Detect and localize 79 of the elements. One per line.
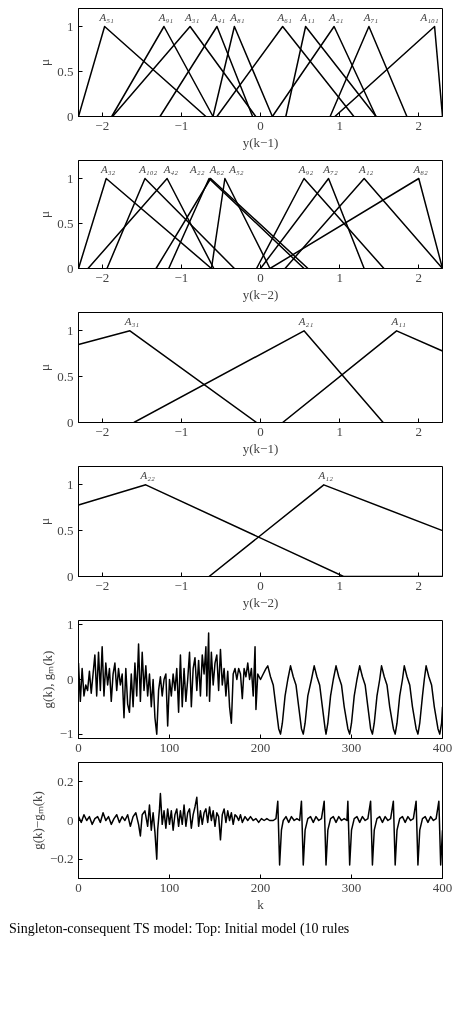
y-axis-title: g(k)−gₘ(k): [29, 791, 45, 850]
x-tick-label: 1: [336, 577, 343, 593]
series-label: A₈₂: [412, 162, 429, 175]
series-label: A₉₁: [157, 10, 174, 23]
y-tick-label: 1: [67, 170, 74, 186]
x-tick-label: 2: [415, 117, 423, 133]
x-tick-label: 2: [415, 577, 423, 593]
y-tick-label: 0.5: [57, 63, 74, 79]
x-tick-label: 300: [341, 879, 362, 895]
series-label: A₂₂: [189, 162, 205, 175]
x-tick-label: 1: [336, 423, 343, 439]
x-tick-label: 0: [257, 117, 264, 133]
y-axis-title: μ: [37, 58, 53, 66]
series-label: A₆₂: [208, 162, 225, 175]
x-axis-title: y(k−1): [242, 134, 279, 150]
x-tick-label: 200: [250, 879, 271, 895]
x-tick-label: 2: [415, 423, 423, 439]
series-label: A₅₁: [98, 10, 114, 23]
x-axis-title: y(k−2): [242, 286, 279, 302]
x-tick-label: 1: [336, 269, 343, 285]
series-label: A₁₁: [299, 10, 315, 23]
x-tick-label: −1: [174, 269, 189, 285]
series-label: A₁₀₁: [419, 10, 439, 23]
y-tick-label: 0: [67, 671, 74, 687]
x-tick-label: 300: [341, 739, 362, 755]
series-label: A₅₂: [228, 162, 244, 175]
x-tick-label: 200: [250, 739, 271, 755]
x-tick-label: 400: [432, 739, 453, 755]
y-tick-label: 0.5: [57, 215, 74, 231]
x-tick-label: 0: [257, 577, 264, 593]
x-tick-label: 100: [159, 879, 180, 895]
x-tick-label: −1: [174, 577, 189, 593]
series-label: A₃₁: [123, 314, 140, 327]
x-tick-label: −1: [174, 423, 189, 439]
series-label: A₇₁: [362, 10, 379, 23]
series-label: A₁₀₂: [138, 162, 158, 175]
x-tick-label: −2: [95, 117, 110, 133]
x-tick-label: 0: [257, 269, 264, 285]
series-label: A₇₂: [322, 162, 338, 175]
x-tick-label: −2: [95, 577, 110, 593]
y-axis-title: μ: [37, 210, 53, 218]
y-tick-label: 0.2: [57, 773, 74, 789]
x-tick-label: 400: [432, 879, 453, 895]
series-label: A₁₁: [390, 314, 406, 327]
series-label: A₃₂: [100, 162, 116, 175]
y-tick-label: 1: [67, 18, 74, 34]
series-label: A₂₁: [327, 10, 344, 23]
series-label: A₄₂: [162, 162, 179, 175]
y-axis-title: g(k), gₘ(k): [39, 650, 55, 709]
series-label: A₂₂: [139, 468, 156, 481]
x-tick-label: 100: [159, 739, 180, 755]
series-label: A₆₁: [276, 10, 293, 23]
y-axis-title: μ: [37, 363, 53, 371]
x-tick-label: −2: [95, 269, 110, 285]
x-tick-label: 1: [336, 117, 343, 133]
y-tick-label: 0.5: [57, 522, 74, 538]
series-label: A₄₁: [209, 10, 226, 23]
x-tick-label: −1: [174, 117, 189, 133]
series-label: A₁₂: [317, 468, 334, 481]
x-axis-title: y(k−1): [242, 440, 279, 456]
y-tick-label: 0: [67, 812, 74, 828]
y-tick-label: 1: [67, 476, 74, 492]
y-tick-label: −1: [59, 726, 74, 742]
text: Singleton-consequent TS model: Top: Initial model (10 rules: [9, 920, 350, 938]
series-label: A₈₁: [229, 10, 245, 23]
series-label: A₂₁: [297, 314, 314, 327]
series-label: A₉₂: [297, 162, 314, 175]
x-tick-label: 0: [257, 423, 264, 439]
y-tick-label: −0.2: [49, 851, 74, 867]
x-tick-label: −2: [95, 423, 110, 439]
x-tick-label: 2: [415, 269, 423, 285]
series-label: A₃₁: [183, 10, 200, 23]
series-label: A₁₂: [357, 162, 374, 175]
y-tick-label: 1: [67, 616, 74, 632]
y-tick-label: 0.5: [57, 368, 74, 384]
x-axis-title: y(k−2): [242, 594, 279, 610]
y-axis-title: μ: [37, 517, 53, 525]
x-axis-title: k: [257, 896, 265, 912]
y-tick-label: 1: [67, 322, 74, 338]
